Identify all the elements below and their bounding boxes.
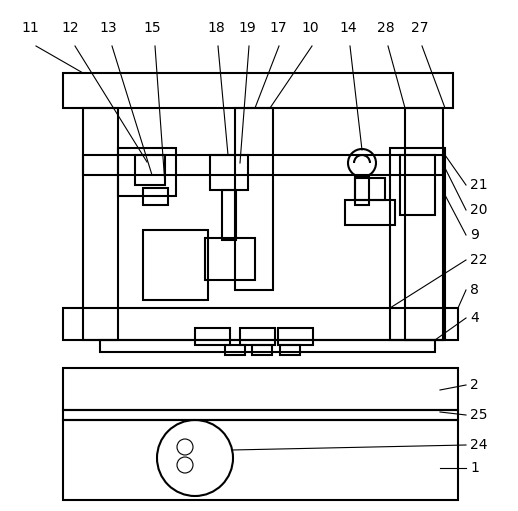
Bar (235, 108, 273, 290)
Text: 1: 1 (470, 461, 479, 475)
Text: 20: 20 (470, 203, 487, 217)
Text: 10: 10 (301, 21, 319, 35)
Text: 17: 17 (269, 21, 287, 35)
Bar (118, 148, 176, 196)
Bar (280, 345, 300, 355)
Bar (405, 108, 443, 340)
Bar (225, 345, 245, 355)
Bar (195, 328, 230, 345)
Text: 2: 2 (470, 378, 479, 392)
Bar (63, 410, 458, 420)
Bar (240, 328, 275, 345)
Bar (355, 178, 385, 200)
Bar (345, 200, 395, 225)
Bar (83, 108, 118, 340)
Text: 24: 24 (470, 438, 487, 452)
Bar (100, 340, 435, 352)
Text: 27: 27 (411, 21, 429, 35)
Bar (210, 155, 248, 190)
Text: 19: 19 (238, 21, 256, 35)
Text: 9: 9 (470, 228, 479, 242)
Bar (252, 345, 272, 355)
Bar (63, 420, 458, 500)
Bar (355, 177, 369, 205)
Text: 18: 18 (207, 21, 225, 35)
Text: 8: 8 (470, 283, 479, 297)
Bar (63, 73, 453, 108)
Text: 28: 28 (377, 21, 395, 35)
Text: 22: 22 (470, 253, 487, 267)
Bar (278, 328, 313, 345)
Text: 12: 12 (61, 21, 79, 35)
Bar (143, 188, 168, 205)
Text: 25: 25 (470, 408, 487, 422)
Bar (390, 148, 445, 340)
Text: 11: 11 (21, 21, 39, 35)
Bar (83, 155, 443, 175)
Bar (222, 190, 236, 240)
Text: 13: 13 (99, 21, 117, 35)
Text: 14: 14 (339, 21, 357, 35)
Text: 4: 4 (470, 311, 479, 325)
Bar (400, 155, 435, 215)
Bar (205, 238, 255, 280)
Bar (63, 308, 458, 340)
Text: 21: 21 (470, 178, 487, 192)
Text: 15: 15 (143, 21, 161, 35)
Bar (143, 230, 208, 300)
Bar (63, 368, 458, 410)
Bar (135, 155, 165, 185)
